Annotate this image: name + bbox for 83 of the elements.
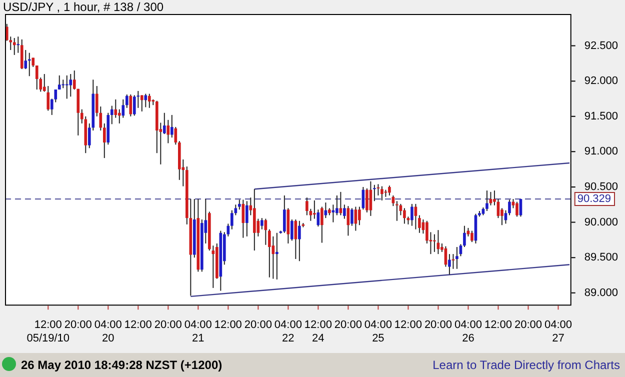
candlestick <box>456 246 458 270</box>
candlestick <box>140 94 144 112</box>
x-tick-label: 04:00 20 <box>94 319 122 344</box>
y-tick-label: 91.500 <box>584 110 618 122</box>
y-tick-label: 90.500 <box>584 181 618 194</box>
candlestick <box>114 98 118 118</box>
x-tick-label: 12:00 <box>394 319 422 332</box>
candlestick <box>260 218 264 230</box>
candlestick <box>373 184 376 202</box>
text: 26 May 2010 18:49:28 NZST (+1200) <box>21 358 222 372</box>
candlestick <box>516 201 518 218</box>
chart-title: USD/JPY , 1 hour, # 138 / 300 <box>3 0 164 14</box>
candlestick <box>24 50 28 70</box>
candlestick <box>418 214 421 234</box>
candlestick <box>65 74 68 100</box>
candlestick <box>298 220 301 262</box>
candlestick <box>238 199 241 210</box>
candlestick <box>12 38 16 56</box>
ref-line-label: 90.329 <box>577 193 612 206</box>
candlestick <box>35 65 38 90</box>
candlestick <box>508 199 511 216</box>
x-tick-label: 20:00 <box>334 319 362 332</box>
x-tick-label: 04:00 26 <box>454 319 482 344</box>
candlestick <box>129 94 132 117</box>
candlestick <box>148 93 151 108</box>
candlestick <box>16 36 20 54</box>
x-tick-label: 20:00 <box>424 319 452 332</box>
y-tick-label: 91.000 <box>584 146 618 158</box>
candlestick <box>246 200 248 237</box>
candlestick <box>283 194 286 234</box>
candlestick <box>290 218 294 242</box>
x-tick-label: 20:00 <box>154 319 182 332</box>
x-tick-label: 20:00 <box>514 319 542 332</box>
candlestick <box>276 232 278 280</box>
x-tick-label: 12:00 <box>124 319 152 332</box>
candlestick <box>132 94 136 116</box>
candlestick <box>410 203 414 226</box>
candlestick <box>396 200 398 222</box>
y-tick-label: 89.000 <box>584 286 618 299</box>
candlestick <box>463 225 466 248</box>
candlestick <box>313 200 316 220</box>
candlestick <box>403 208 406 224</box>
y-tick-label: 92.500 <box>584 40 618 52</box>
candlestick <box>46 86 50 112</box>
x-tick-label: 12:00 <box>214 319 242 332</box>
x-tick-label: 20:00 <box>64 319 92 332</box>
candlestick <box>452 254 455 270</box>
candlestick <box>69 74 72 98</box>
candlestick <box>110 105 114 125</box>
x-tick-label: 12:00 <box>484 319 512 332</box>
candlestick <box>336 194 338 216</box>
candlestick <box>433 234 436 252</box>
text: Learn to Trade Directly from Charts <box>432 358 620 372</box>
candlestick <box>163 112 166 135</box>
y-tick-label: 92.000 <box>584 75 618 88</box>
candlestick <box>58 74 61 90</box>
candlestick <box>20 38 24 70</box>
candlestick <box>268 228 271 278</box>
candlestick <box>343 204 346 220</box>
candlestick <box>320 206 324 244</box>
candlestick <box>125 94 128 108</box>
candlestick <box>28 52 31 77</box>
candlestick <box>388 185 391 196</box>
candlestick <box>350 208 354 226</box>
y-tick-label: 89.500 <box>584 252 618 264</box>
candlestick <box>118 108 121 124</box>
x-tick-label: 20:00 <box>244 319 272 332</box>
candlestick <box>448 254 451 276</box>
x-tick-label: 04:00 21 <box>184 319 212 344</box>
x-tick-label: 04:00 22 <box>274 319 302 344</box>
candlestick <box>486 190 488 212</box>
x-tick-label: 12:00 24 <box>304 319 332 344</box>
candlestick <box>102 122 106 159</box>
candlestick <box>470 230 474 243</box>
candlestick <box>380 186 384 201</box>
candlestick <box>144 93 148 108</box>
x-tick-label: 04:00 27 <box>544 319 572 344</box>
x-tick-label: 04:00 25 <box>364 319 392 344</box>
candlestick <box>358 206 361 226</box>
y-tick-label: 90.000 <box>584 216 618 228</box>
candlestick <box>376 184 380 196</box>
candlestick <box>366 188 368 213</box>
candlestick <box>264 218 268 246</box>
